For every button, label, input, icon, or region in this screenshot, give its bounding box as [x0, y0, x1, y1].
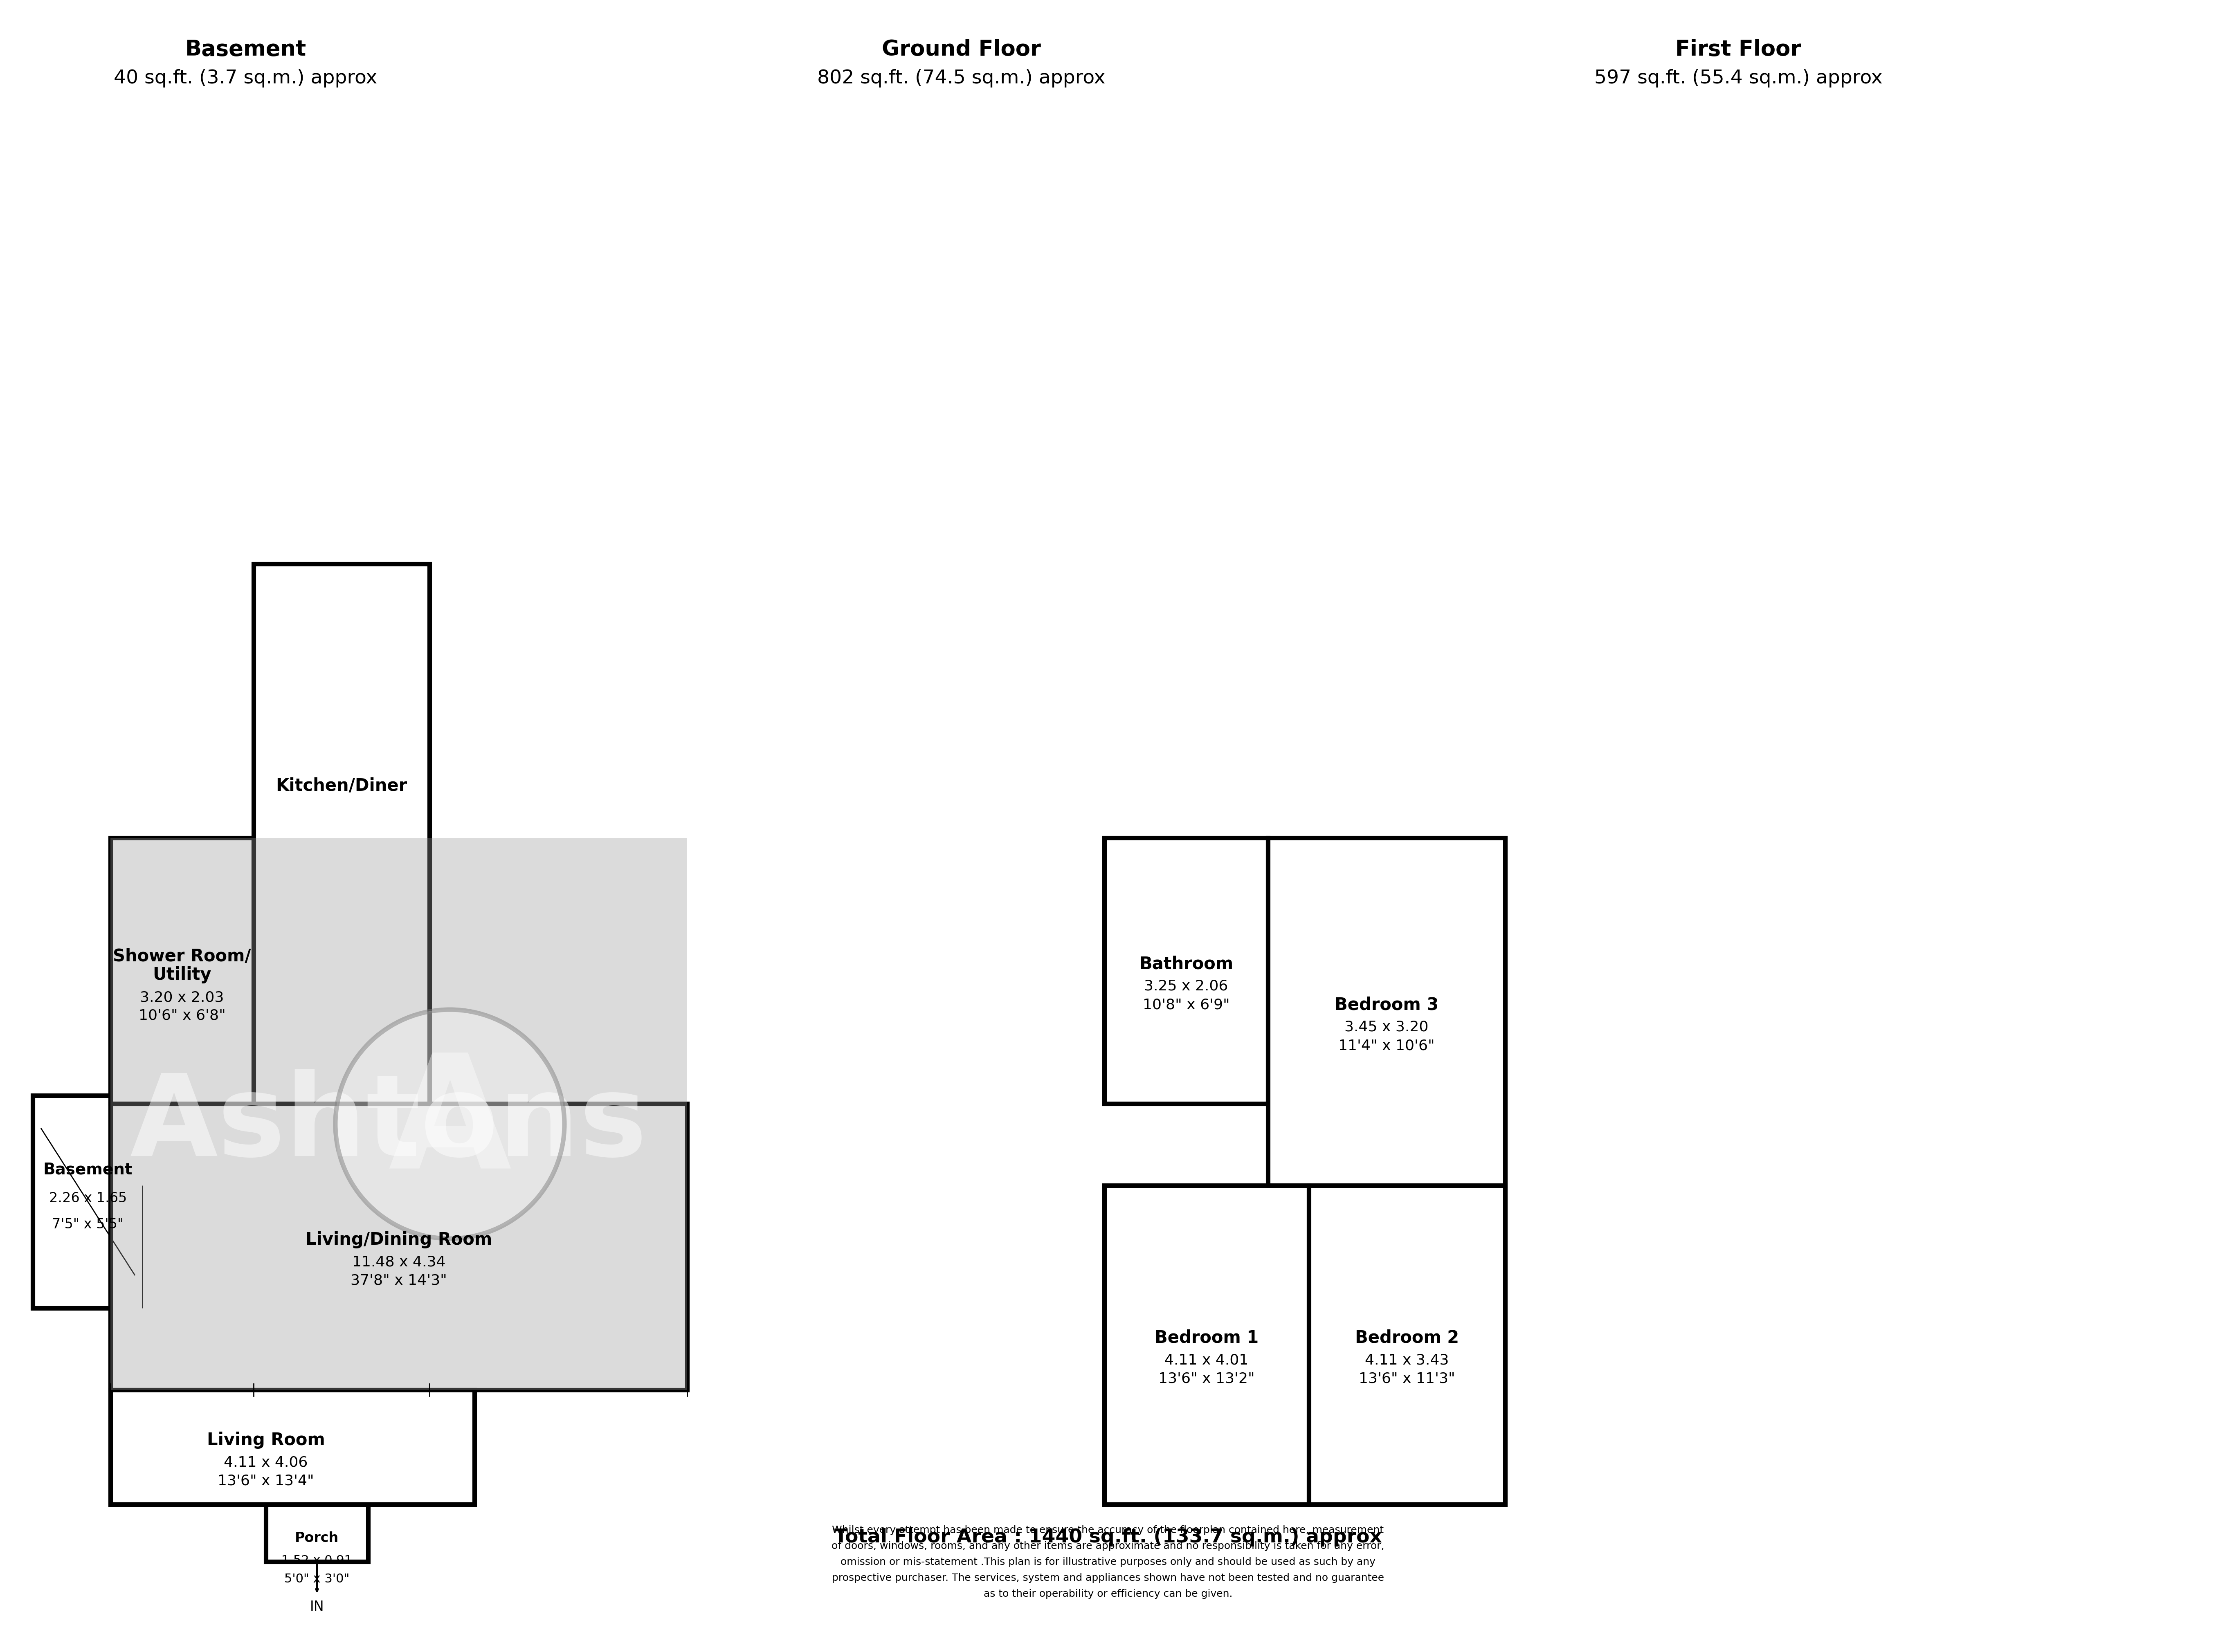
Text: 11.48 x 4.34: 11.48 x 4.34: [352, 1256, 445, 1269]
Text: Bathroom: Bathroom: [1139, 955, 1232, 971]
Bar: [111, 838, 253, 1104]
Bar: [1268, 838, 1505, 1186]
Text: 802 sq.ft. (74.5 sq.m.) approx: 802 sq.ft. (74.5 sq.m.) approx: [818, 69, 1106, 88]
Text: Porch: Porch: [295, 1531, 339, 1545]
Text: A: A: [388, 1047, 512, 1201]
Text: 37'8" x 14'3": 37'8" x 14'3": [350, 1274, 448, 1287]
Bar: [33, 1095, 144, 1308]
Bar: [253, 563, 430, 1104]
Text: Shower Room/: Shower Room/: [113, 948, 250, 965]
Text: 13'6" x 13'2": 13'6" x 13'2": [1159, 1371, 1254, 1386]
Circle shape: [335, 1009, 565, 1239]
Text: 7'5" x 5'5": 7'5" x 5'5": [53, 1218, 124, 1231]
Text: 5'0" x 3'0": 5'0" x 3'0": [284, 1573, 350, 1584]
Bar: [111, 838, 687, 1389]
Text: 10'8" x 6'9": 10'8" x 6'9": [1143, 998, 1230, 1011]
Text: Bedroom 1: Bedroom 1: [1155, 1330, 1259, 1346]
Text: Kitchen/Diner: Kitchen/Diner: [275, 776, 408, 795]
Text: 11'4" x 10'6": 11'4" x 10'6": [1338, 1039, 1434, 1052]
Text: Bedroom 2: Bedroom 2: [1354, 1330, 1458, 1346]
Text: Living/Dining Room: Living/Dining Room: [306, 1231, 492, 1249]
Text: Bedroom 3: Bedroom 3: [1334, 996, 1438, 1013]
Bar: [266, 1505, 368, 1561]
Bar: [1104, 1186, 1310, 1505]
Bar: [111, 1104, 687, 1389]
Text: Ashtons: Ashtons: [131, 1069, 647, 1180]
Text: 13'6" x 13'4": 13'6" x 13'4": [217, 1474, 315, 1488]
Bar: [1310, 1186, 1505, 1505]
Text: Ground Floor: Ground Floor: [882, 40, 1042, 59]
Text: Utility: Utility: [153, 966, 211, 983]
Text: 4.11 x 3.43: 4.11 x 3.43: [1365, 1353, 1449, 1368]
Bar: [111, 1389, 474, 1505]
Text: 1.52 x 0.91: 1.52 x 0.91: [281, 1555, 352, 1566]
Text: 3.45 x 3.20: 3.45 x 3.20: [1345, 1019, 1429, 1034]
Text: 3.20 x 2.03: 3.20 x 2.03: [140, 990, 224, 1004]
Text: 4.11 x 4.06: 4.11 x 4.06: [224, 1455, 308, 1469]
Text: Basement: Basement: [44, 1161, 133, 1176]
Text: 4.11 x 4.01: 4.11 x 4.01: [1166, 1353, 1248, 1368]
Text: Basement: Basement: [184, 40, 306, 59]
Text: 13'6" x 11'3": 13'6" x 11'3": [1358, 1371, 1456, 1386]
Text: 10'6" x 6'8": 10'6" x 6'8": [137, 1008, 226, 1023]
Text: 2.26 x 1.65: 2.26 x 1.65: [49, 1191, 126, 1204]
Bar: [1104, 838, 1268, 1104]
Text: Total Floor Area : 1440 sq.ft. (133.7 sq.m.) approx: Total Floor Area : 1440 sq.ft. (133.7 sq…: [833, 1528, 1383, 1546]
Text: 597 sq.ft. (55.4 sq.m.) approx: 597 sq.ft. (55.4 sq.m.) approx: [1593, 69, 1881, 88]
Text: Living Room: Living Room: [206, 1431, 326, 1449]
Text: First Floor: First Floor: [1675, 40, 1802, 59]
Text: IN: IN: [310, 1599, 324, 1614]
Text: Whilst every attempt has been made to ensure the accuracy of the floorplan conta: Whilst every attempt has been made to en…: [831, 1525, 1385, 1599]
Text: 40 sq.ft. (3.7 sq.m.) approx: 40 sq.ft. (3.7 sq.m.) approx: [113, 69, 377, 88]
Text: 3.25 x 2.06: 3.25 x 2.06: [1143, 980, 1228, 993]
